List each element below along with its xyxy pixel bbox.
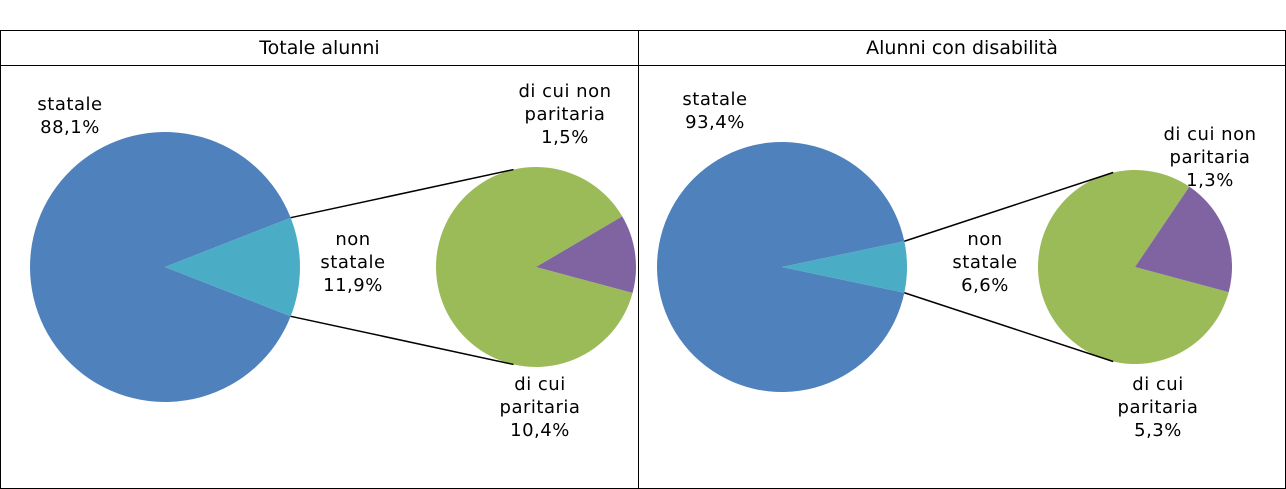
connector bbox=[904, 292, 1114, 363]
pie-slice bbox=[1038, 170, 1229, 364]
pie-slice bbox=[165, 217, 300, 317]
label-text: 1,5% bbox=[541, 127, 589, 148]
panel: Totale alunni bbox=[1, 31, 639, 488]
label-text: 10,4% bbox=[510, 420, 570, 441]
pie-slice bbox=[29, 132, 291, 402]
panel: Alunni con disabilità bbox=[639, 31, 1285, 488]
label-text: 11,9% bbox=[323, 275, 383, 296]
label-text: 1,3% bbox=[1186, 170, 1234, 191]
label-text: di cui non paritaria bbox=[1163, 124, 1257, 168]
data-label: di cui non paritaria 1,3% bbox=[1150, 123, 1270, 192]
label-text: non statale bbox=[320, 229, 386, 273]
label-text: 93,4% bbox=[685, 112, 745, 133]
label-text: 6,6% bbox=[961, 275, 1009, 296]
data-label: di cui paritaria 5,3% bbox=[1108, 373, 1208, 442]
label-text: statale bbox=[682, 89, 748, 110]
pie-slice bbox=[657, 142, 905, 393]
data-label: di cui non paritaria 1,5% bbox=[505, 80, 625, 149]
label-text: statale bbox=[37, 94, 103, 115]
label-text: di cui paritaria bbox=[1117, 374, 1199, 418]
data-label: non statale 6,6% bbox=[945, 228, 1025, 297]
label-text: 88,1% bbox=[40, 117, 100, 138]
label-text: di cui non paritaria bbox=[518, 81, 612, 125]
pie-slice bbox=[782, 241, 908, 293]
label-text: di cui paritaria bbox=[499, 374, 581, 418]
data-label: di cui paritaria 10,4% bbox=[490, 373, 590, 442]
data-label: non statale 11,9% bbox=[313, 228, 393, 297]
panel-title: Alunni con disabilità bbox=[639, 31, 1285, 66]
panel-title: Totale alunni bbox=[1, 31, 638, 66]
connector bbox=[290, 168, 514, 219]
data-label: statale 93,4% bbox=[670, 88, 760, 134]
connector bbox=[290, 315, 514, 366]
label-text: 5,3% bbox=[1134, 420, 1182, 441]
pie-slice bbox=[435, 166, 633, 368]
label-text: non statale bbox=[952, 229, 1018, 273]
connector bbox=[904, 171, 1114, 242]
pie-slice bbox=[536, 216, 636, 293]
pie-slice bbox=[1135, 186, 1232, 293]
data-label: statale 88,1% bbox=[25, 93, 115, 139]
